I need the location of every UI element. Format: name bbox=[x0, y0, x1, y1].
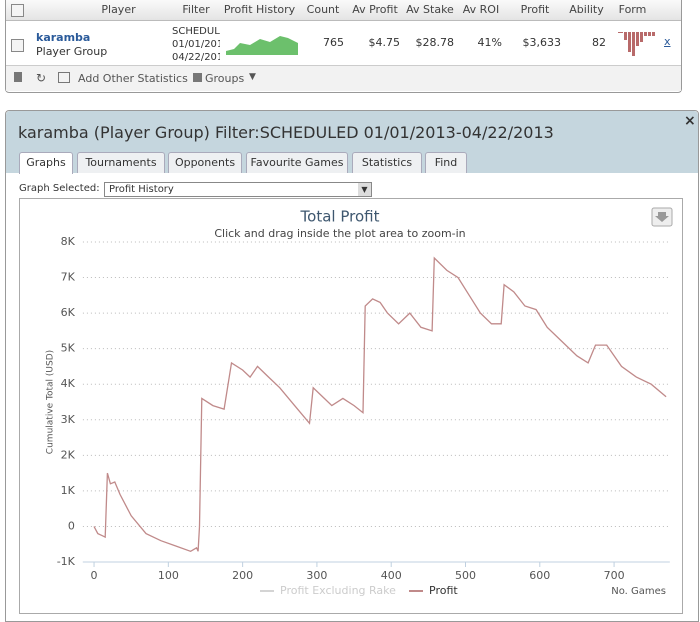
add-icon bbox=[58, 72, 70, 83]
dialog-title: karamba (Player Group) Filter:SCHEDULED … bbox=[18, 123, 554, 142]
tab[interactable]: Find bbox=[425, 152, 467, 173]
ability: 82 bbox=[592, 36, 606, 49]
groups-icon bbox=[193, 73, 202, 82]
dialog: karamba (Player Group) Filter:SCHEDULED … bbox=[5, 110, 699, 622]
form-bars bbox=[618, 32, 655, 56]
x-tick-label: 200 bbox=[232, 569, 253, 582]
toolbar: ↻ Add Other Statistics Groups ▼ bbox=[6, 66, 681, 91]
y-tick-label: 6K bbox=[61, 306, 76, 319]
header-cell: Count bbox=[306, 3, 340, 16]
legend-label: Profit bbox=[429, 584, 458, 597]
x-tick-label: 400 bbox=[381, 569, 402, 582]
chart: Total Profit Click and drag inside the p… bbox=[46, 207, 673, 597]
x-tick-label: 300 bbox=[306, 569, 327, 582]
y-tick-label: 5K bbox=[61, 342, 76, 355]
av-stake: $28.78 bbox=[415, 36, 455, 49]
download-button[interactable] bbox=[651, 207, 673, 227]
row-checkbox[interactable] bbox=[11, 39, 24, 52]
filter-line: SCHEDULED bbox=[172, 26, 220, 37]
filter-line: 01/01/2013 bbox=[172, 39, 220, 50]
profit-line bbox=[93, 256, 667, 553]
x-tick-label: 700 bbox=[604, 569, 625, 582]
select-arrow: ▼ bbox=[358, 183, 371, 196]
close-button[interactable]: × bbox=[684, 113, 696, 129]
profit: $3,633 bbox=[522, 36, 562, 49]
header-cell: Av ROI bbox=[462, 3, 500, 16]
graph-select[interactable]: Profit History ▼ bbox=[104, 182, 372, 197]
x-tick-label: 600 bbox=[529, 569, 550, 582]
graph-select-value: Profit History bbox=[109, 184, 174, 195]
x-tick-label: 500 bbox=[455, 569, 476, 582]
chart-title: Total Profit bbox=[300, 208, 380, 226]
groups-button[interactable]: Groups bbox=[205, 72, 245, 85]
graph-label: Graph Selected: bbox=[19, 183, 100, 194]
count: 765 bbox=[323, 36, 344, 49]
dropdown-arrow: ▼ bbox=[249, 72, 256, 82]
header-cell: Profit bbox=[520, 3, 550, 16]
y-tick-label: 4K bbox=[61, 377, 76, 390]
legend-label: Profit Excluding Rake bbox=[280, 584, 396, 597]
filter-cell: SCHEDULED 01/01/2013 04/22/2013 bbox=[172, 25, 220, 64]
refresh-icon[interactable]: ↻ bbox=[36, 71, 47, 85]
y-tick-label: 0 bbox=[68, 519, 75, 532]
tab[interactable]: Opponents bbox=[168, 152, 242, 173]
profit-sparkline bbox=[226, 36, 298, 55]
tab[interactable]: Tournaments bbox=[77, 152, 165, 173]
dialog-header: karamba (Player Group) Filter:SCHEDULED … bbox=[6, 111, 698, 174]
player-group: Player Group bbox=[36, 45, 108, 58]
header-cell: Ability bbox=[569, 3, 604, 16]
header-cell: Filter bbox=[182, 3, 210, 16]
header-cell: Form bbox=[618, 3, 647, 16]
stats-table: Player Filter Profit History Count Av Pr… bbox=[5, 0, 682, 93]
header-cell: Av Profit bbox=[352, 3, 398, 16]
header-cell: Profit History bbox=[223, 3, 296, 16]
header-cell: Av Stake bbox=[406, 3, 454, 16]
y-tick-label: 2K bbox=[61, 448, 76, 461]
select-all-checkbox[interactable] bbox=[11, 4, 24, 17]
header-cell: Player bbox=[101, 3, 136, 16]
filter-line: 04/22/2013 bbox=[172, 52, 220, 63]
x-axis-label: No. Games bbox=[611, 586, 666, 597]
delete-icon[interactable] bbox=[14, 72, 22, 82]
av-profit: $4.75 bbox=[368, 36, 401, 49]
chart-subtitle: Click and drag inside the plot area to z… bbox=[214, 227, 465, 240]
y-tick-label: 3K bbox=[61, 413, 76, 426]
y-tick-label: -1K bbox=[57, 555, 76, 568]
tab-active[interactable]: Graphs bbox=[19, 152, 73, 174]
y-tick-label: 7K bbox=[61, 271, 76, 284]
y-tick-label: 8K bbox=[61, 235, 76, 248]
table-row: karamba Player Group SCHEDULED 01/01/201… bbox=[6, 21, 681, 66]
y-tick-label: 1K bbox=[61, 484, 76, 497]
table-header: Player Filter Profit History Count Av Pr… bbox=[6, 0, 681, 21]
tab[interactable]: Favourite Games bbox=[246, 152, 348, 173]
tab[interactable]: Statistics bbox=[352, 152, 422, 173]
av-roi: 41% bbox=[477, 36, 502, 49]
add-statistics-button[interactable]: Add Other Statistics bbox=[78, 72, 188, 85]
chart-frame: Total Profit Click and drag inside the p… bbox=[19, 198, 683, 614]
y-axis-label: Cumulative Total (USD) bbox=[46, 350, 56, 454]
remove-link[interactable]: x bbox=[664, 35, 671, 48]
x-tick-label: 0 bbox=[91, 569, 98, 582]
player-name[interactable]: karamba bbox=[36, 31, 91, 44]
x-tick-label: 100 bbox=[158, 569, 179, 582]
